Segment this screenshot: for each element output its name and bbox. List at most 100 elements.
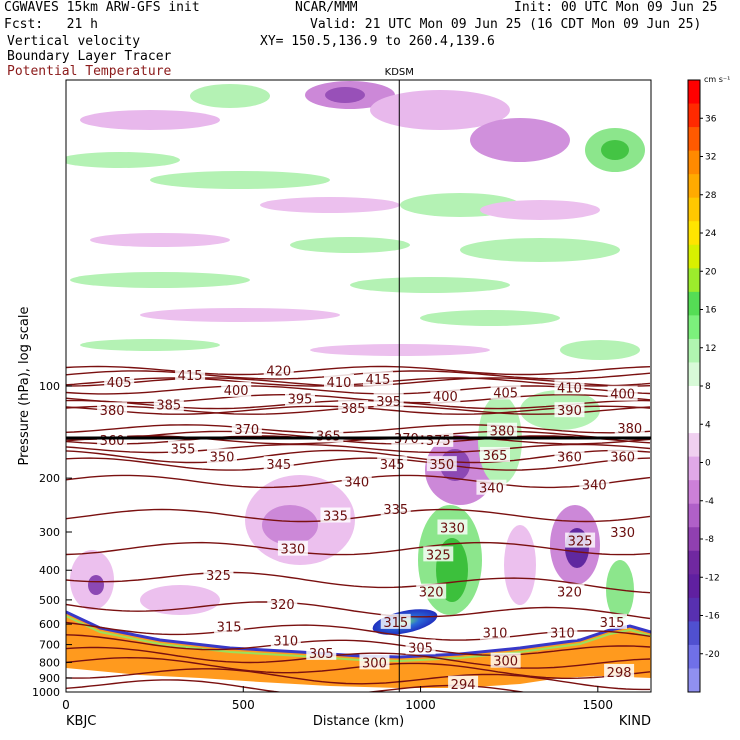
theta-contour-300 — [66, 656, 651, 679]
org-label: NCAR/MMM — [295, 0, 358, 15]
theta-label: 420 — [266, 365, 291, 380]
theta-label: 395 — [376, 395, 401, 410]
field-boundary-layer-tracer: Boundary Layer Tracer — [7, 49, 172, 64]
theta-label-bg — [405, 639, 436, 655]
theta-label-bg — [554, 448, 585, 464]
theta-label: 330 — [440, 521, 465, 536]
theta-label-bg — [338, 399, 369, 415]
colorbar-swatch — [688, 386, 700, 411]
theta-label: 350 — [429, 458, 454, 473]
colorbar-swatch — [688, 668, 700, 693]
theta-label-bg — [423, 546, 454, 562]
theta-label-bg — [175, 366, 206, 382]
colorbar-swatch — [688, 527, 700, 552]
theta-label: 340 — [479, 482, 504, 497]
theta-label-bg — [607, 448, 638, 464]
colorbar-swatch — [688, 550, 700, 575]
theta-label: 325 — [206, 569, 231, 584]
theta-contour-355 — [66, 443, 651, 454]
colorbar: cm s⁻¹ 36 32 28 24 20 16 12 8 4 0 -4 -8 -12 -16 -20 — [687, 75, 730, 693]
theta-label: 330 — [280, 543, 305, 558]
theta-label-bg — [487, 422, 518, 438]
station-right-label: KIND — [619, 714, 651, 729]
cross-section-xy: XY= 150.5,136.9 to 260.4,139.6 — [260, 34, 495, 49]
theta-label-bg — [359, 654, 390, 670]
theta-label: 360 — [610, 451, 635, 466]
colorbar-swatch — [688, 268, 700, 293]
theta-label-bg — [480, 446, 510, 462]
theta-label-bg — [277, 540, 308, 556]
colorbar-label: 24 — [705, 229, 717, 239]
theta-label-bg — [221, 381, 252, 397]
colorbar-label: 12 — [705, 344, 716, 354]
theta-label-bg — [373, 393, 404, 409]
theta-label-bg — [554, 402, 585, 418]
theta-contour-310 — [66, 634, 651, 656]
y-tick-label: 300 — [39, 526, 60, 539]
colorbar-swatch — [688, 127, 700, 152]
theta-label: 355 — [171, 442, 196, 457]
colorbar-swatch — [688, 621, 700, 646]
theta-label: 320 — [419, 586, 444, 601]
theta-label: 335 — [383, 503, 408, 518]
colorbar-label: 28 — [705, 191, 717, 201]
theta-label: 325 — [426, 548, 451, 563]
theta-label-bg — [153, 396, 184, 412]
y-tick-label: 900 — [39, 672, 60, 685]
x-tick-label: 0 — [62, 698, 70, 712]
colorbar-swatch — [688, 480, 700, 505]
colorbar-label: 16 — [705, 306, 717, 316]
theta-label-bg — [607, 523, 638, 539]
theta-label-bg — [490, 384, 521, 400]
theta-label-bg — [430, 388, 461, 404]
theta-label: 405 — [107, 376, 132, 391]
theta-label-bg — [437, 519, 468, 535]
colorbar-label: -12 — [705, 573, 720, 583]
theta-label: 305 — [309, 647, 334, 662]
theta-label-bg — [231, 420, 262, 436]
theta-label: 380 — [490, 425, 515, 440]
station-marker-label: KDSM — [385, 67, 414, 78]
colorbar-swatch — [688, 244, 700, 269]
theta-label-bg — [207, 448, 237, 464]
theta-label-bg — [476, 479, 507, 495]
theta-label-bg — [363, 371, 393, 387]
x-tick-label: 1500 — [583, 698, 614, 712]
y-tick-label: 500 — [39, 594, 60, 607]
colorbar-swatch — [688, 456, 700, 481]
colorbar-label: -4 — [705, 497, 714, 507]
theta-label: 415 — [178, 369, 203, 384]
theta-label-bg — [306, 644, 337, 660]
theta-label: 390 — [557, 404, 582, 419]
y-tick-label: 1000 — [32, 686, 60, 699]
x-axis-label: Distance (km) — [313, 714, 404, 729]
colorbar-swatch — [688, 644, 700, 669]
theta-label: 320 — [270, 598, 295, 613]
y-tick-label: 700 — [39, 639, 60, 652]
theta-label: 315 — [600, 616, 625, 631]
theta-label-bg — [554, 583, 585, 599]
y-tick-label: 100 — [39, 380, 60, 393]
theta-label-bg — [448, 675, 479, 691]
colorbar-label: 36 — [705, 114, 717, 124]
theta-label: 400 — [224, 384, 249, 399]
theta-label: 380 — [100, 404, 125, 419]
theta-contour-415 — [66, 370, 651, 380]
colorbar-label: 32 — [705, 153, 716, 163]
colorbar-swatch — [688, 503, 700, 528]
theta-contour-298 — [66, 668, 650, 691]
colorbar-label: -16 — [705, 612, 720, 622]
theta-label: 370 — [234, 423, 259, 438]
colorbar-swatch — [688, 197, 700, 222]
x-tick-label: 500 — [232, 698, 255, 712]
theta-contour-305 — [66, 646, 651, 669]
theta-label-bg — [380, 500, 411, 516]
model-title: CGWAVES 15km ARW-GFS init — [4, 0, 200, 15]
y-tick-label: 800 — [39, 656, 60, 669]
theta-label: 320 — [557, 586, 582, 601]
terrain — [66, 610, 651, 692]
colorbar-swatch — [688, 291, 700, 316]
theta-label: 315 — [383, 616, 408, 631]
theta-contour-320 — [66, 601, 651, 620]
